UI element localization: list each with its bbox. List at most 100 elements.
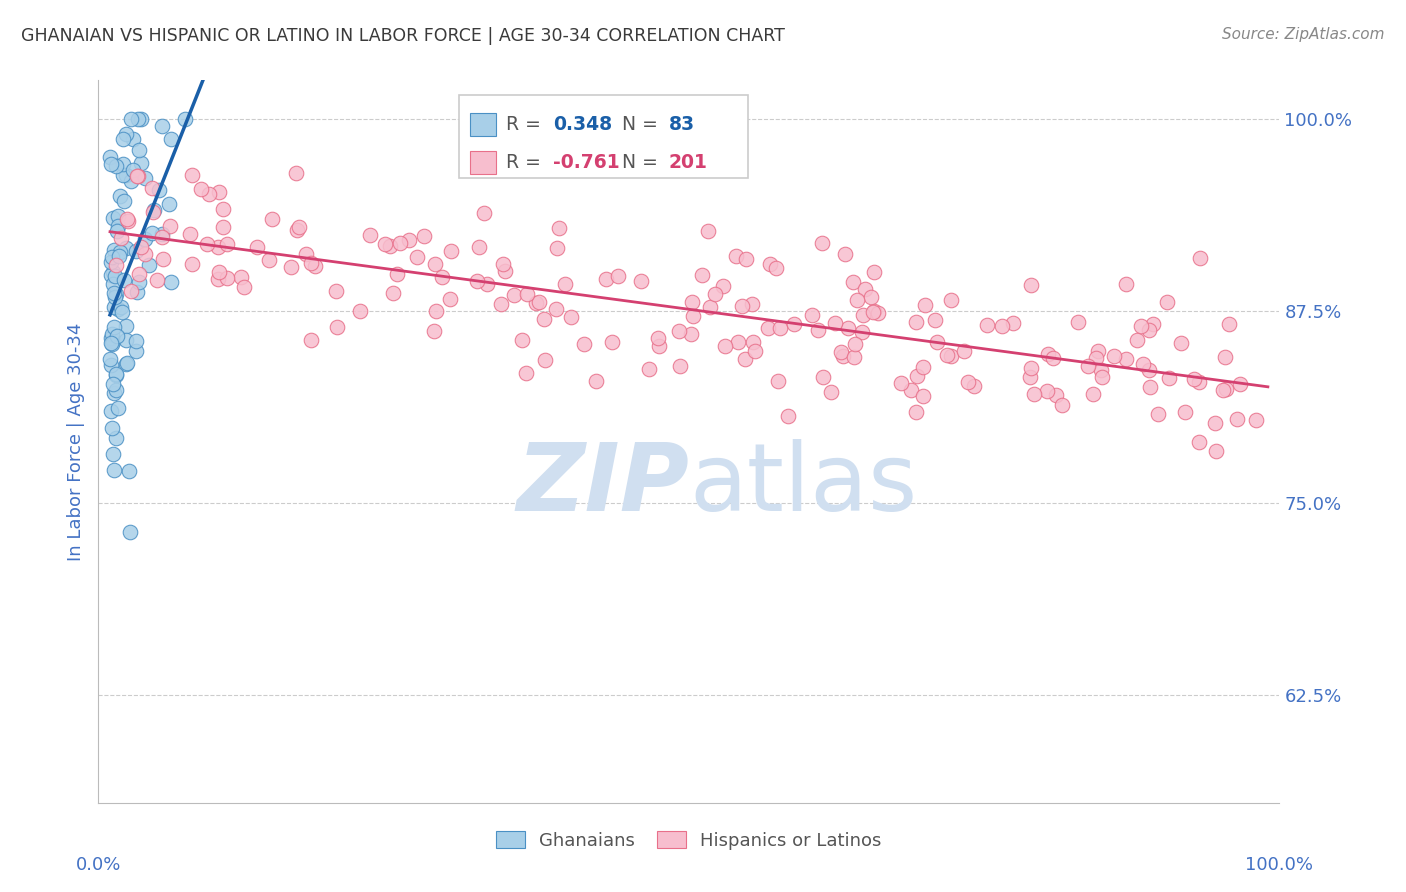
- Y-axis label: In Labor Force | Age 30-34: In Labor Force | Age 30-34: [66, 322, 84, 561]
- Point: [648, 339, 671, 353]
- Point: [207, 240, 229, 254]
- Point: [1170, 335, 1192, 350]
- Point: [381, 285, 404, 300]
- Point: [546, 241, 568, 255]
- Point: [141, 180, 163, 194]
- Point: [863, 264, 886, 278]
- Point: [98, 150, 121, 164]
- Point: [115, 357, 138, 371]
- Point: [911, 389, 934, 403]
- Point: [1189, 252, 1212, 266]
- Point: [124, 244, 146, 258]
- Point: [142, 205, 165, 219]
- Text: R =: R =: [506, 153, 541, 172]
- Text: N =: N =: [621, 115, 658, 134]
- Point: [378, 238, 401, 252]
- Point: [425, 303, 447, 318]
- Point: [1159, 371, 1181, 385]
- Point: [807, 323, 830, 337]
- Point: [111, 132, 134, 146]
- Point: [607, 268, 630, 283]
- Point: [152, 252, 174, 267]
- Point: [868, 306, 890, 320]
- Point: [295, 247, 318, 261]
- Point: [108, 189, 131, 203]
- Point: [527, 294, 550, 309]
- Point: [851, 308, 873, 322]
- Point: [98, 351, 121, 366]
- Text: N =: N =: [621, 153, 658, 172]
- Text: GHANAIAN VS HISPANIC OR LATINO IN LABOR FORCE | AGE 30-34 CORRELATION CHART: GHANAIAN VS HISPANIC OR LATINO IN LABOR …: [21, 27, 785, 45]
- Point: [105, 329, 128, 343]
- Point: [152, 230, 174, 244]
- Point: [914, 298, 936, 312]
- Point: [120, 174, 142, 188]
- Point: [112, 273, 135, 287]
- Point: [714, 339, 737, 353]
- Point: [1156, 295, 1178, 310]
- Point: [1218, 317, 1240, 331]
- Point: [104, 286, 127, 301]
- Point: [262, 211, 284, 226]
- Point: [844, 336, 866, 351]
- Point: [585, 374, 607, 388]
- Point: [103, 319, 125, 334]
- Point: [280, 260, 302, 274]
- Point: [179, 227, 201, 242]
- Point: [1204, 417, 1226, 431]
- Point: [638, 362, 661, 376]
- Point: [197, 236, 219, 251]
- Point: [101, 211, 124, 226]
- Point: [956, 375, 979, 389]
- Point: [468, 240, 491, 254]
- Point: [127, 169, 149, 184]
- Point: [515, 367, 537, 381]
- Point: [134, 232, 156, 246]
- Point: [412, 228, 434, 243]
- Point: [1215, 382, 1237, 396]
- Point: [100, 250, 122, 264]
- Point: [115, 356, 138, 370]
- Point: [860, 290, 883, 304]
- Point: [159, 275, 181, 289]
- Point: [104, 268, 127, 283]
- Point: [198, 186, 221, 201]
- Point: [741, 297, 763, 311]
- Point: [1067, 315, 1090, 329]
- Point: [217, 236, 239, 251]
- Point: [101, 420, 124, 434]
- Point: [120, 284, 142, 298]
- Point: [1205, 444, 1227, 458]
- Point: [783, 317, 806, 331]
- Point: [439, 292, 461, 306]
- Text: R =: R =: [506, 115, 541, 134]
- Point: [703, 287, 725, 301]
- Point: [125, 334, 148, 348]
- Point: [939, 293, 962, 307]
- Text: 100.0%: 100.0%: [1246, 856, 1313, 874]
- Point: [103, 385, 125, 400]
- FancyBboxPatch shape: [471, 152, 496, 175]
- Point: [101, 327, 124, 342]
- Point: [1226, 412, 1249, 426]
- Point: [524, 295, 547, 310]
- Point: [768, 321, 790, 335]
- Point: [759, 257, 782, 271]
- Point: [801, 308, 824, 322]
- Point: [128, 275, 150, 289]
- Point: [699, 300, 721, 314]
- Point: [491, 256, 513, 270]
- Point: [146, 273, 169, 287]
- Point: [1129, 319, 1152, 334]
- Point: [148, 183, 170, 197]
- Point: [129, 112, 152, 126]
- Point: [830, 345, 852, 359]
- Point: [924, 313, 946, 327]
- Point: [1139, 380, 1161, 394]
- Point: [560, 310, 582, 324]
- Point: [100, 255, 122, 269]
- Point: [572, 336, 595, 351]
- Point: [1045, 387, 1067, 401]
- Point: [1102, 349, 1125, 363]
- Point: [533, 312, 555, 326]
